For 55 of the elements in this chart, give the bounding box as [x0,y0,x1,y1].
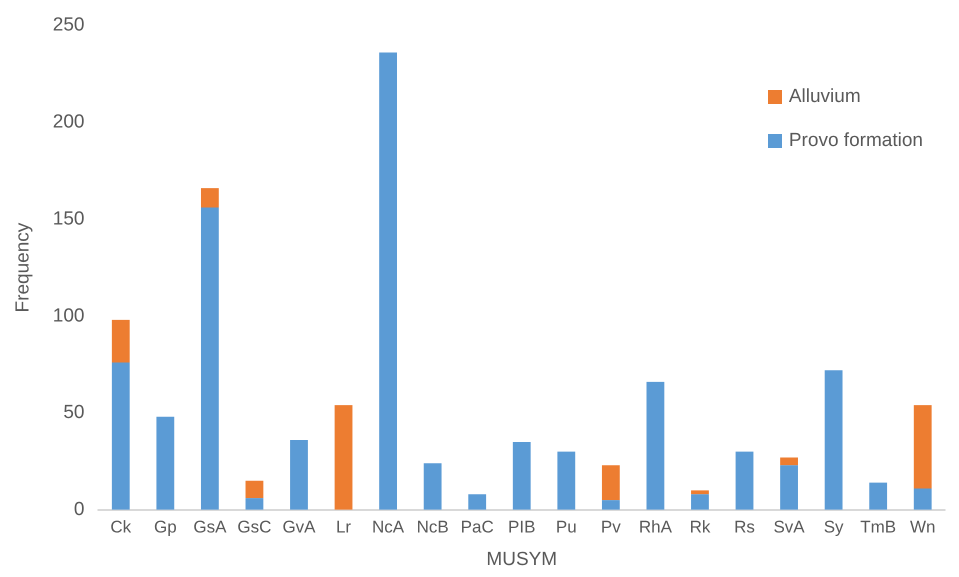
x-tick-label: Rs [734,518,755,537]
x-tick-label: Pv [600,518,622,537]
bar [468,494,486,510]
bar [646,382,664,510]
bar [602,465,620,500]
bar [424,463,442,510]
x-tick-label: Pu [556,518,577,537]
x-axis-title: MUSYM [486,548,558,570]
x-tick-label: RhA [638,518,673,537]
bar [869,482,888,510]
x-tick-label: Wn [910,518,936,537]
bar [691,494,709,510]
bar [914,488,932,510]
bar [780,465,798,510]
x-tick-label: SvA [773,518,806,537]
x-tick-label: GsA [193,518,228,537]
x-tick-label: Lr [336,518,352,537]
y-tick-label: 50 [63,402,84,424]
x-tick-label: GsC [237,518,272,537]
y-tick-label: 0 [74,499,84,520]
bar [602,500,620,510]
x-tick-label: Ck [110,518,132,537]
y-tick-label: 150 [52,208,84,230]
x-tick-label: NcA [372,518,405,537]
legend-label: Alluvium [788,86,861,108]
bar [512,442,531,510]
x-tick-label: PIB [508,518,536,537]
y-tick-label: 250 [52,14,84,36]
bar [112,320,130,363]
legend-label: Provo formation [788,130,923,152]
y-tick-label: 200 [52,112,84,133]
bar [691,490,709,494]
bar [290,440,308,510]
bar [334,405,352,510]
x-tick-label: Sy [824,518,844,537]
x-tick-label: Rk [690,518,711,537]
bar [246,498,264,510]
x-tick-label: NcB [416,518,449,537]
x-tick-label: PaC [460,518,494,537]
x-tick-label: GvA [282,518,316,537]
bar [200,188,219,208]
bar [200,208,219,510]
y-tick-label: 100 [52,305,84,326]
bar [379,52,398,510]
bar [246,480,264,498]
x-tick-label: TmB [860,518,896,537]
bar [914,405,932,488]
bar [824,370,843,510]
bar [736,452,754,510]
y-axis-title: Frequency [12,222,34,312]
bar [557,452,576,510]
bar [112,362,130,510]
bar [780,457,798,466]
x-tick-label: Gp [154,518,177,537]
bar [156,416,174,510]
